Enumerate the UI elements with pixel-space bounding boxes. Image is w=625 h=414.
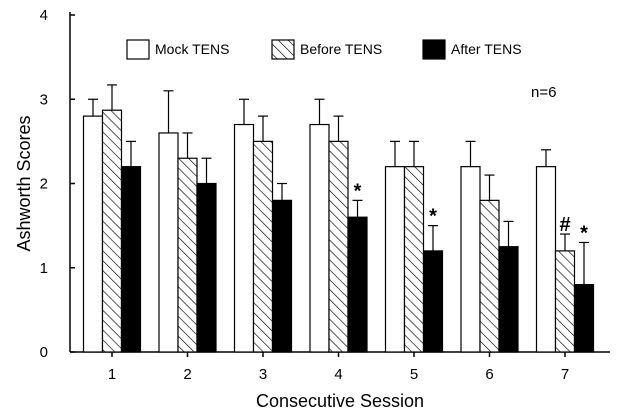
bar — [384, 166, 406, 353]
legend-swatch — [271, 39, 295, 60]
x-tick-label: 4 — [334, 366, 342, 383]
legend-swatch — [422, 39, 446, 60]
y-tick-label: 1 — [40, 260, 48, 277]
y-axis-title: Ashworth Scores — [14, 115, 34, 251]
y-tick-label: 2 — [40, 176, 48, 193]
bar — [422, 250, 444, 353]
legend-label: Before TENS — [300, 41, 382, 57]
y-tick-label: 4 — [40, 7, 48, 24]
x-ticks: 1 2 3 4 5 6 7 — [108, 352, 569, 383]
bar — [271, 199, 293, 353]
significance-markers: * * # * — [354, 180, 589, 244]
bar — [460, 166, 481, 353]
bar — [535, 166, 557, 353]
y-ticks: 0 1 2 3 4 — [40, 7, 75, 361]
legend-label: Mock TENS — [155, 41, 229, 57]
x-axis-title: Consecutive Session — [256, 391, 424, 411]
x-tick-label: 6 — [485, 366, 493, 383]
bar — [309, 123, 330, 353]
bar — [554, 250, 576, 353]
bar — [347, 216, 368, 353]
bar — [498, 246, 519, 353]
bar — [328, 140, 349, 353]
legend: Mock TENS Before TENS After TENS — [126, 39, 522, 60]
bar — [177, 157, 198, 353]
bar — [233, 123, 255, 353]
bar — [101, 109, 123, 353]
x-tick-label: 1 — [108, 366, 116, 383]
bar — [158, 132, 179, 353]
x-tick-label: 3 — [259, 366, 267, 383]
bar — [196, 182, 217, 353]
bar — [252, 140, 274, 353]
x-tick-label: 7 — [561, 366, 569, 383]
hash-marker: # — [559, 214, 570, 236]
legend-swatch — [126, 39, 150, 60]
x-tick-label: 5 — [410, 366, 418, 383]
bar — [573, 284, 595, 353]
asterisk-marker: * — [580, 222, 588, 244]
y-tick-label: 3 — [40, 91, 48, 108]
bar — [479, 199, 500, 353]
y-tick-label: 0 — [40, 344, 48, 361]
sample-size-annotation: n=6 — [531, 84, 556, 101]
bar — [403, 166, 425, 353]
bar — [82, 115, 104, 353]
legend-label: After TENS — [451, 41, 522, 57]
x-tick-label: 2 — [183, 366, 191, 383]
asterisk-marker: * — [429, 206, 437, 228]
bars — [82, 84, 595, 353]
asterisk-marker: * — [354, 180, 362, 202]
bar — [120, 166, 142, 353]
